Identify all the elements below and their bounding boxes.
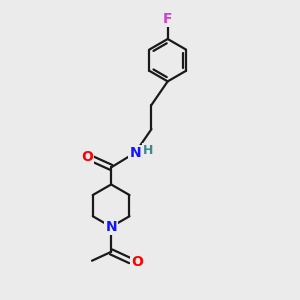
Text: N: N — [130, 146, 141, 160]
Text: O: O — [81, 150, 93, 164]
Text: H: H — [142, 144, 153, 157]
Text: F: F — [163, 12, 172, 26]
Text: O: O — [131, 255, 143, 269]
Text: N: N — [105, 220, 117, 234]
